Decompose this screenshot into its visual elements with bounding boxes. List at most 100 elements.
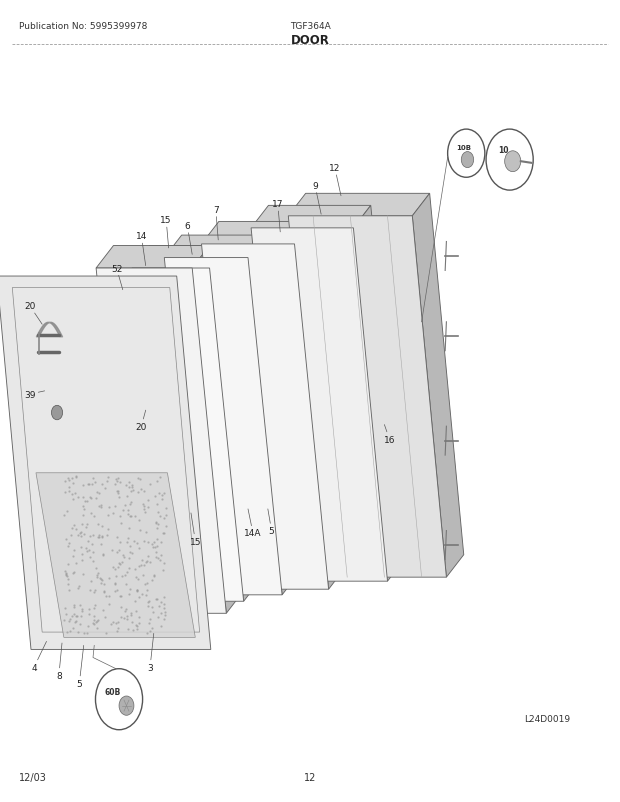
Point: [120, 500, 130, 512]
Point: [61, 608, 71, 621]
Point: [96, 573, 106, 586]
Point: [63, 577, 73, 590]
Point: [143, 501, 153, 514]
Point: [62, 626, 72, 638]
Point: [123, 504, 133, 516]
Point: [92, 622, 102, 634]
Point: [133, 573, 143, 586]
Point: [143, 536, 153, 549]
Point: [115, 536, 125, 549]
Point: [145, 625, 155, 638]
Point: [137, 554, 147, 567]
Point: [127, 479, 137, 492]
Point: [64, 481, 74, 494]
Point: [97, 574, 107, 587]
Point: [86, 492, 96, 504]
Point: [133, 472, 143, 485]
Point: [151, 516, 161, 529]
Point: [95, 572, 105, 585]
Point: [156, 620, 166, 633]
Point: [98, 604, 108, 617]
Point: [64, 474, 74, 487]
Point: [68, 549, 78, 562]
Point: [133, 486, 143, 499]
Point: [92, 517, 102, 530]
Point: [155, 553, 165, 566]
Point: [161, 520, 171, 533]
Point: [131, 595, 141, 608]
Point: [103, 509, 113, 522]
Point: [97, 530, 107, 543]
Point: [72, 610, 82, 622]
Point: [69, 519, 79, 532]
Text: L24D0019: L24D0019: [525, 715, 570, 723]
Point: [153, 611, 163, 624]
Point: [89, 510, 99, 523]
Point: [117, 570, 127, 583]
Point: [99, 585, 108, 597]
Polygon shape: [288, 194, 430, 217]
Text: 39: 39: [24, 390, 45, 399]
Point: [76, 525, 86, 538]
Point: [120, 569, 130, 581]
Point: [143, 627, 153, 640]
Point: [136, 559, 146, 572]
Point: [82, 626, 92, 639]
Point: [125, 498, 135, 511]
Point: [88, 472, 98, 485]
Circle shape: [448, 130, 485, 178]
Point: [115, 590, 125, 603]
Point: [69, 545, 79, 557]
Text: Publication No: 5995399978: Publication No: 5995399978: [19, 22, 147, 31]
Polygon shape: [192, 246, 244, 614]
Point: [144, 478, 154, 491]
Text: TGF364A: TGF364A: [290, 22, 330, 31]
Point: [61, 569, 71, 582]
Text: 5: 5: [76, 646, 84, 688]
Point: [76, 541, 86, 554]
Point: [159, 512, 169, 525]
Point: [126, 510, 136, 523]
Point: [141, 555, 151, 568]
Point: [156, 596, 166, 609]
Point: [60, 508, 69, 521]
Point: [118, 504, 128, 517]
Point: [66, 522, 76, 535]
Point: [90, 599, 100, 612]
Point: [87, 538, 97, 551]
Point: [114, 544, 124, 557]
Point: [130, 509, 140, 522]
Point: [110, 577, 120, 590]
Point: [151, 593, 161, 606]
Point: [71, 557, 81, 569]
Text: 15: 15: [161, 216, 172, 249]
Point: [82, 495, 92, 508]
Point: [120, 605, 130, 618]
Point: [94, 531, 104, 544]
Point: [104, 597, 113, 610]
Point: [154, 471, 164, 484]
Point: [84, 492, 94, 504]
Point: [103, 471, 113, 484]
Point: [63, 573, 73, 585]
Point: [94, 487, 104, 500]
Point: [160, 609, 170, 622]
Point: [61, 533, 71, 545]
Circle shape: [461, 152, 474, 168]
Point: [159, 557, 169, 569]
Point: [157, 489, 167, 502]
Point: [69, 601, 79, 614]
Text: 4: 4: [31, 642, 46, 672]
Point: [121, 578, 131, 591]
Point: [144, 617, 154, 630]
Polygon shape: [132, 269, 244, 602]
Point: [67, 472, 77, 485]
Point: [132, 585, 142, 597]
Point: [92, 566, 102, 579]
Point: [129, 534, 139, 547]
Point: [69, 565, 79, 578]
Point: [122, 610, 131, 623]
Point: [74, 580, 84, 593]
Text: 5: 5: [268, 509, 275, 536]
Polygon shape: [96, 269, 226, 614]
